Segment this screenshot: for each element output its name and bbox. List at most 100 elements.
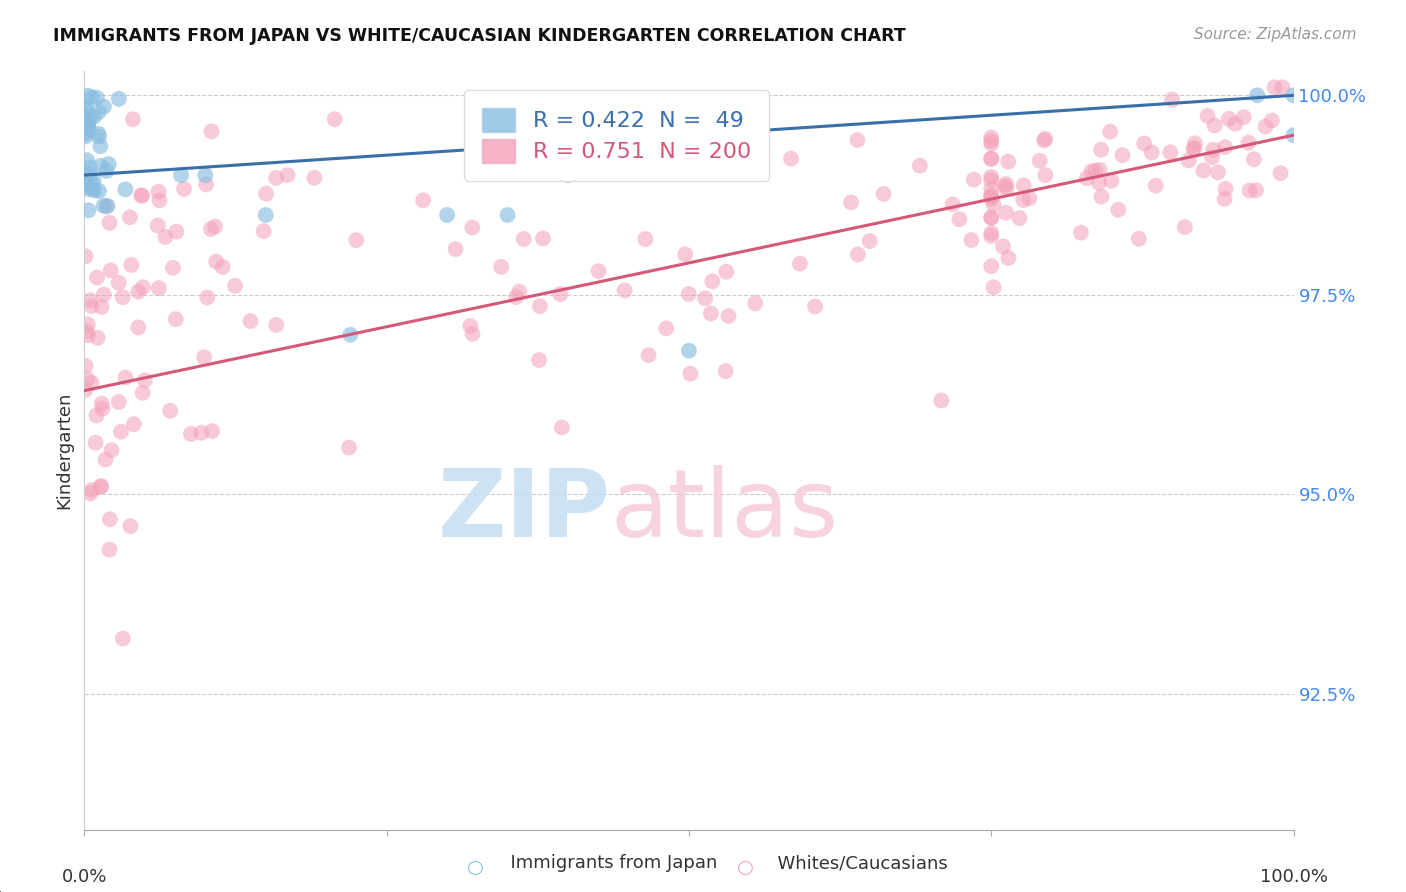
Point [86,270,108,285]
Point [557,168,579,182]
Point [489,260,512,274]
Point [148,281,170,295]
Point [131,386,153,401]
Point [1161,93,1184,107]
Point [90,479,112,493]
Point [252,224,274,238]
Point [1018,191,1040,205]
Point [1213,192,1236,206]
Point [634,232,657,246]
Point [170,168,193,182]
Point [496,208,519,222]
Point [83,174,105,188]
Point [512,232,534,246]
Point [201,424,224,438]
Point [75,102,97,116]
Text: atlas: atlas [610,465,838,558]
Point [505,290,527,304]
Point [190,425,212,440]
Point [508,285,530,299]
Point [678,343,700,358]
Point [1264,80,1286,95]
Point [114,182,136,196]
Point [80,376,103,390]
Point [948,212,970,227]
Point [846,247,869,261]
Point [264,171,287,186]
Legend: R = 0.422  N =  49, R = 0.751  N = 200: R = 0.422 N = 49, R = 0.751 N = 200 [464,90,769,181]
Point [980,211,1002,225]
Point [100,263,122,277]
Point [146,219,169,233]
Point [86,91,108,105]
Point [107,276,129,290]
Point [122,417,145,432]
Point [995,177,1018,191]
Point [613,284,636,298]
Point [120,258,142,272]
Point [93,199,115,213]
Point [931,393,953,408]
Point [980,226,1002,240]
Point [695,291,717,305]
Point [1233,110,1256,124]
Point [789,257,811,271]
Point [76,318,98,332]
Point [716,265,738,279]
Point [991,239,1014,253]
Point [90,396,112,410]
Point [75,129,97,144]
Text: Whites/Caucasians: Whites/Caucasians [766,855,948,872]
Point [100,443,122,458]
Point [162,260,184,275]
Point [1159,145,1181,160]
Point [84,435,107,450]
Point [193,351,215,365]
Point [461,220,484,235]
Point [195,178,218,192]
Point [1261,113,1284,128]
Point [1012,178,1035,193]
Point [1244,183,1267,197]
Point [839,195,862,210]
Point [98,216,121,230]
Point [678,287,700,301]
Point [323,112,346,127]
Point [983,197,1005,211]
Point [75,359,97,373]
Point [1088,176,1111,190]
Point [75,100,97,114]
Point [994,179,1017,194]
Point [1111,148,1133,162]
Point [83,183,105,197]
Point [744,296,766,310]
Point [997,251,1019,265]
Point [194,168,217,182]
Point [1128,232,1150,246]
Point [980,192,1002,206]
Point [93,100,115,114]
Point [339,327,361,342]
Point [1088,162,1111,177]
Point [82,182,104,196]
Point [75,167,97,181]
Point [1090,190,1112,204]
Point [264,318,287,332]
Point [529,299,551,313]
Point [90,159,112,173]
Point [717,309,740,323]
Point [254,208,277,222]
Point [87,127,110,141]
Point [804,300,827,314]
Point [159,403,181,417]
Point [127,285,149,299]
Point [1008,211,1031,225]
Point [120,519,142,533]
Point [983,280,1005,294]
Point [1206,165,1229,179]
Point [1033,133,1056,147]
Point [111,290,134,304]
Point [77,122,100,136]
Point [872,186,894,201]
Point [148,194,170,208]
